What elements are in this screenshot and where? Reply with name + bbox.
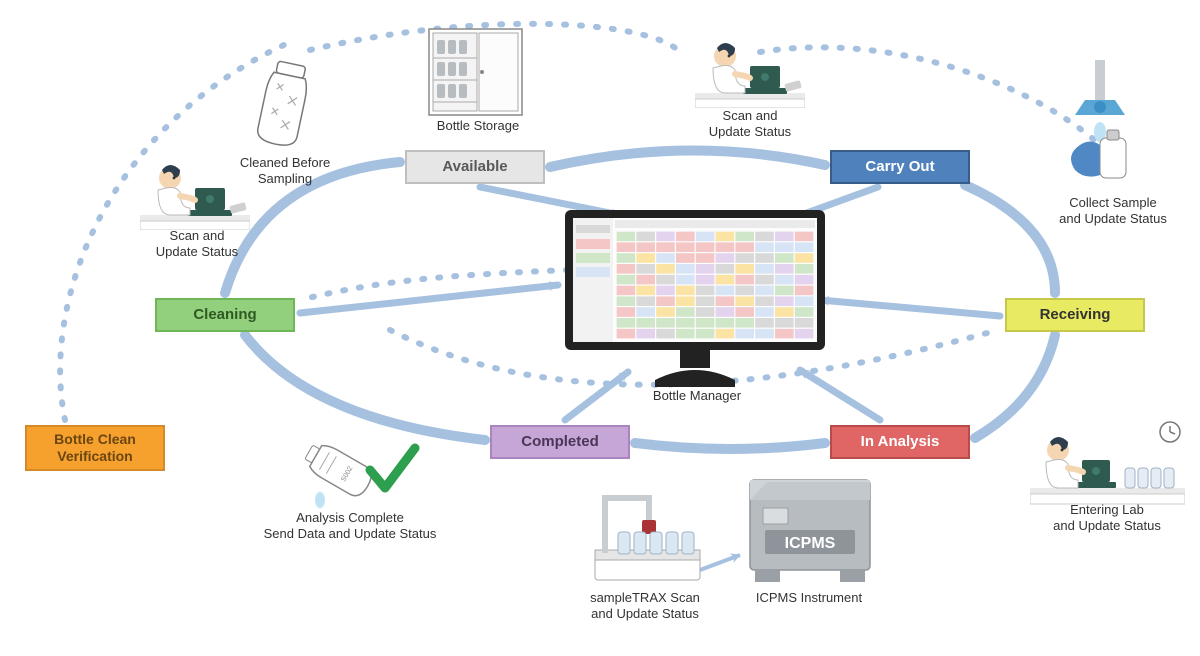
person-laptop-icon bbox=[695, 38, 805, 113]
analysis-complete-icon: S002 bbox=[300, 430, 420, 515]
stage-bcv: Bottle CleanVerification bbox=[25, 425, 165, 471]
bottle-storage-icon bbox=[428, 28, 523, 121]
dotted-arc-2 bbox=[760, 47, 1100, 145]
stage-completed: Completed bbox=[490, 425, 630, 459]
person-laptop-icon bbox=[140, 160, 250, 235]
hub-arrow-receiving bbox=[820, 300, 1000, 316]
sampletrax-to-icpms-arrow bbox=[700, 555, 740, 570]
label-collect_sample: Collect Sampleand Update Status bbox=[1038, 195, 1188, 228]
icpms-icon: ICPMS bbox=[745, 470, 875, 590]
hub-arrow-cleaning bbox=[300, 285, 558, 313]
stage-carryout: Carry Out bbox=[830, 150, 970, 184]
icpms-label: ICPMS bbox=[785, 535, 836, 552]
arrow-completed-cleaning bbox=[245, 335, 485, 440]
stage-cleaning: Cleaning bbox=[155, 298, 295, 332]
arrow-inanalysis-completed bbox=[635, 443, 825, 449]
person-lab-icon bbox=[1030, 420, 1185, 510]
collect-sample-icon bbox=[1055, 60, 1165, 195]
stage-receiving: Receiving bbox=[1005, 298, 1145, 332]
stage-inanalysis: In Analysis bbox=[830, 425, 970, 459]
label-icpms_inst: ICPMS Instrument bbox=[739, 590, 879, 606]
monitor-icon bbox=[560, 205, 830, 395]
sampletrax-icon bbox=[590, 490, 705, 590]
arrow-available-carryout bbox=[550, 150, 825, 167]
clean-bottle-icon bbox=[250, 55, 318, 155]
stage-available: Available bbox=[405, 150, 545, 184]
dotted-arc-4 bbox=[300, 270, 568, 300]
label-sampletrax: sampleTRAX Scanand Update Status bbox=[565, 590, 725, 623]
